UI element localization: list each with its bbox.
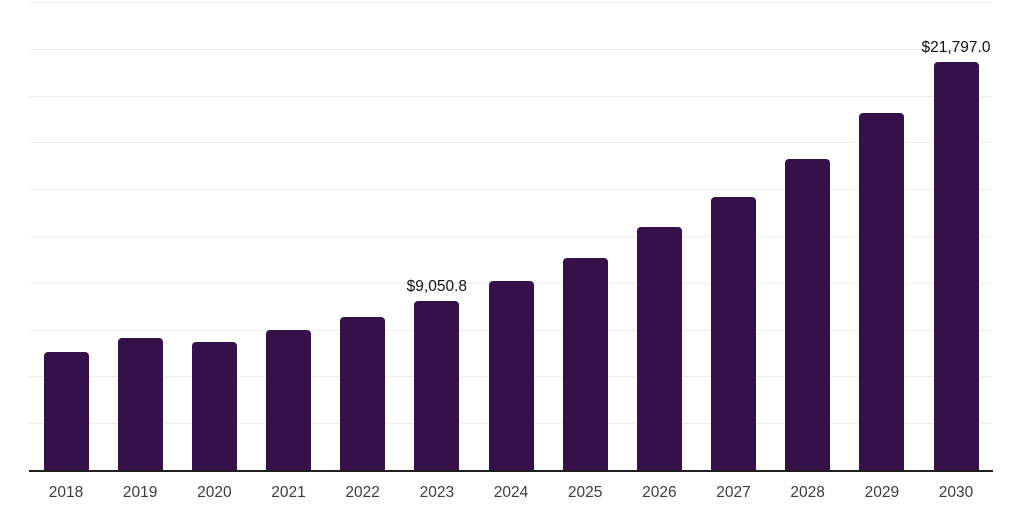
x-tick-2025: 2025	[567, 484, 603, 501]
plot-area	[29, 2, 993, 470]
x-tick-2026: 2026	[642, 484, 677, 501]
gridline	[29, 48, 993, 50]
x-tick-2029: 2029	[864, 484, 900, 501]
x-tick-2021: 2021	[271, 484, 306, 501]
x-axis-line	[29, 470, 993, 472]
bar-2020[interactable]	[191, 342, 237, 470]
x-tick-2028: 2028	[790, 484, 825, 501]
gridline	[29, 2, 993, 3]
gridline	[29, 189, 993, 191]
x-tick-2027: 2027	[716, 484, 751, 501]
bar-2018[interactable]	[43, 351, 89, 470]
x-tick-2024: 2024	[493, 484, 529, 501]
bar-2028[interactable]	[785, 158, 831, 470]
gridline	[29, 142, 993, 144]
data-label-2030: $21,797.0	[921, 38, 991, 56]
data-label-2023: $9,050.8	[406, 277, 467, 295]
bar-2027[interactable]	[711, 197, 756, 470]
gridline	[29, 236, 993, 237]
bar-2019[interactable]	[117, 337, 163, 470]
bar-2024[interactable]	[488, 281, 534, 470]
x-tick-2019: 2019	[122, 484, 158, 501]
bar-2022[interactable]	[340, 317, 386, 470]
x-tick-2020: 2020	[197, 484, 232, 501]
x-tick-2022: 2022	[345, 484, 380, 501]
x-tick-2030: 2030	[938, 484, 974, 501]
bar-2026[interactable]	[636, 227, 682, 470]
bar-2021[interactable]	[266, 330, 311, 470]
bar-2030[interactable]	[933, 61, 979, 470]
x-tick-2023: 2023	[419, 484, 455, 501]
bar-2029[interactable]	[859, 113, 905, 470]
x-tick-2018: 2018	[48, 484, 84, 501]
bar-2025[interactable]	[562, 257, 608, 470]
gridline	[29, 95, 993, 97]
bar-2023[interactable]	[414, 300, 460, 470]
